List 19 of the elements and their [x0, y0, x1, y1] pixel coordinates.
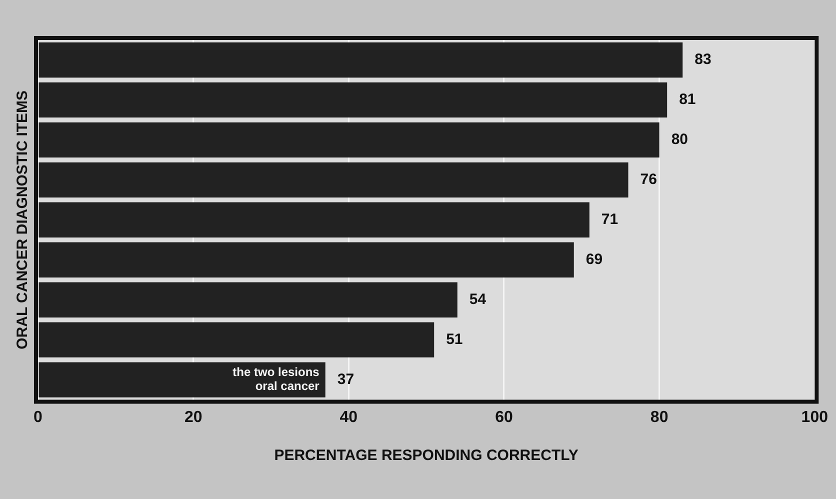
annotation: the two lesions [232, 365, 320, 380]
x-tick-label: 0 [34, 408, 43, 426]
annotation: oral cancer [255, 379, 320, 394]
data-label: 69 [586, 251, 603, 268]
data-label: 71 [601, 211, 618, 228]
y-axis-title: ORAL CANCER DIAGNOSTIC ITEMS [14, 90, 32, 350]
x-axis-title: PERCENTAGE RESPONDING CORRECTLY [274, 447, 578, 464]
x-tick-label: 80 [650, 408, 668, 426]
x-tick-label: 60 [495, 408, 513, 426]
data-label: 37 [337, 370, 354, 388]
x-tick-label: 20 [184, 408, 202, 426]
data-label: 76 [640, 171, 657, 188]
data-label: 81 [679, 91, 696, 108]
x-tick-label: 40 [340, 408, 358, 426]
data-label: 83 [694, 51, 712, 68]
data-label: 54 [469, 290, 487, 308]
data-label: 51 [446, 330, 463, 348]
data-label: 80 [671, 131, 688, 148]
x-tick-label: 100 [801, 408, 828, 426]
